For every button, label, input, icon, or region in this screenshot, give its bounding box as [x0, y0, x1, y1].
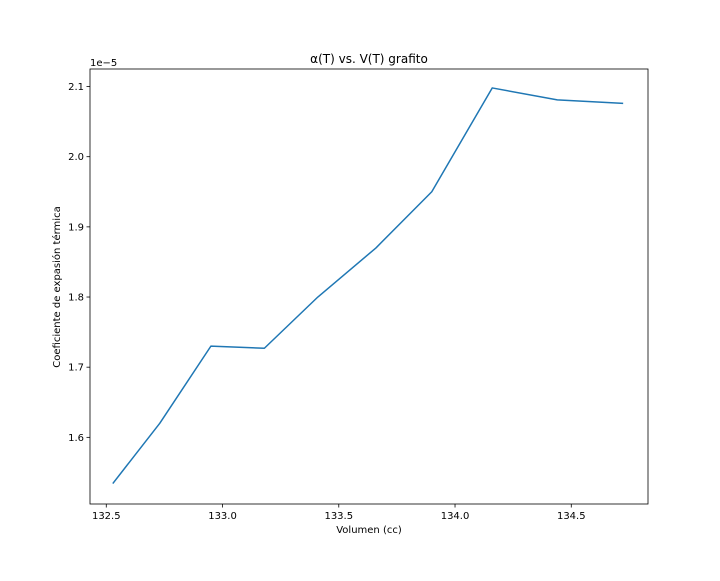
chart-title: α(T) vs. V(T) grafito [310, 52, 428, 66]
x-tick-label: 134.0 [441, 511, 470, 522]
y-axis-label: Coeficiente de expasión térmica [51, 206, 63, 367]
y-offset-text: 1e−5 [90, 58, 117, 69]
x-axis-label: Volumen (cc) [336, 525, 402, 536]
x-tick-label: 133.5 [324, 511, 353, 522]
x-tick-label: 134.5 [557, 511, 586, 522]
y-tick-label: 1.8 [68, 293, 84, 304]
y-tick-label: 1.6 [68, 433, 84, 444]
y-tick-label: 2.0 [68, 152, 84, 163]
y-tick-label: 1.9 [68, 222, 84, 233]
x-tick-label: 133.0 [208, 511, 237, 522]
y-tick-label: 1.7 [68, 363, 84, 374]
y-tick-label: 2.1 [68, 82, 84, 93]
x-tick-label: 132.5 [92, 511, 121, 522]
